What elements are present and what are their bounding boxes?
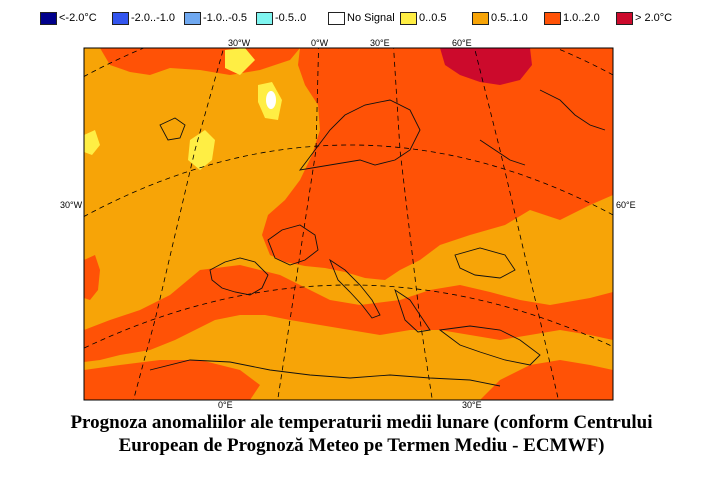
label-right-60e: 60°E (616, 200, 636, 210)
coastlines (149, 89, 606, 387)
legend-label: -0.5..0 (275, 12, 307, 24)
legend-swatch (184, 11, 201, 25)
legend-item-0-to-05: 0..0.5 (400, 8, 447, 28)
field-1-to-2-west-patch (84, 255, 100, 300)
legend-item-minus-1-to-minus-05: -1.0..-0.5 (184, 8, 247, 28)
label-bottom-30e: 30°E (462, 400, 482, 410)
legend-item-no-signal: No Signal (328, 8, 395, 28)
label-top-30w: 30°W (228, 38, 251, 48)
anomaly-map: 30°W 0°W 30°E 60°E 30°W 60°E 0°E 30°E (0, 30, 723, 410)
field-0-to-05-patch-c (225, 48, 255, 75)
caption-line-2: European de Prognoză Meteo pe Termen Med… (118, 435, 605, 456)
map-frame (83, 47, 614, 401)
legend-item-minus-05-to-0: -0.5..0 (256, 8, 306, 28)
legend-label: -1.0..-0.5 (203, 12, 248, 24)
field-1-to-2-mediterranean (84, 265, 613, 362)
legend-swatch (616, 11, 633, 25)
legend-swatch (544, 11, 561, 25)
legend-swatch (256, 11, 273, 25)
map-caption: Prognoza anomaliilor ale temperaturii me… (0, 411, 723, 457)
legend-item-minus-2-to-minus-1: -2.0..-1.0 (112, 8, 175, 28)
legend-label: 0.5..1.0 (491, 12, 528, 24)
legend-item-above-2: > 2.0°C (616, 8, 672, 28)
label-top-30e: 30°E (370, 38, 390, 48)
legend-label: -2.0..-1.0 (131, 12, 176, 24)
field-1-to-2-southeast (480, 360, 613, 400)
map-svg: 30°W 0°W 30°E 60°E 30°W 60°E 0°E 30°E (60, 38, 636, 410)
field-0-to-05-patch-b (84, 130, 100, 155)
field-1-to-2-europe (262, 48, 613, 280)
label-bottom-0: 0°E (218, 400, 233, 410)
legend-swatch (400, 11, 417, 25)
legend-swatch (472, 11, 489, 25)
legend-item-1-to-2: 1.0..2.0 (544, 8, 600, 28)
legend-swatch (40, 11, 57, 25)
legend-label: 0..0.5 (419, 12, 447, 24)
legend-label: No Signal (347, 12, 395, 24)
field-1-to-2-africa (84, 360, 260, 400)
field-no-signal (266, 91, 276, 109)
field-above-2 (440, 48, 532, 85)
caption-line-1: Prognoza anomaliilor ale temperaturii me… (70, 412, 653, 433)
graticule (84, 48, 613, 400)
legend-label: <-2.0°C (59, 12, 97, 24)
legend-item-05-to-1: 0.5..1.0 (472, 8, 528, 28)
legend-swatch (112, 11, 129, 25)
label-top-60e: 60°E (452, 38, 472, 48)
anomaly-fields (84, 48, 613, 400)
legend-item-below-minus-2: <-2.0°C (40, 8, 97, 28)
label-left-30w: 30°W (60, 200, 83, 210)
legend-label: > 2.0°C (635, 12, 673, 24)
legend-label: 1.0..2.0 (563, 12, 600, 24)
legend-swatch (328, 11, 345, 25)
legend: <-2.0°C -2.0..-1.0 -1.0..-0.5 -0.5..0 No… (40, 8, 720, 28)
field-0-to-05-patch-a (188, 130, 215, 170)
label-top-0: 0°W (311, 38, 329, 48)
